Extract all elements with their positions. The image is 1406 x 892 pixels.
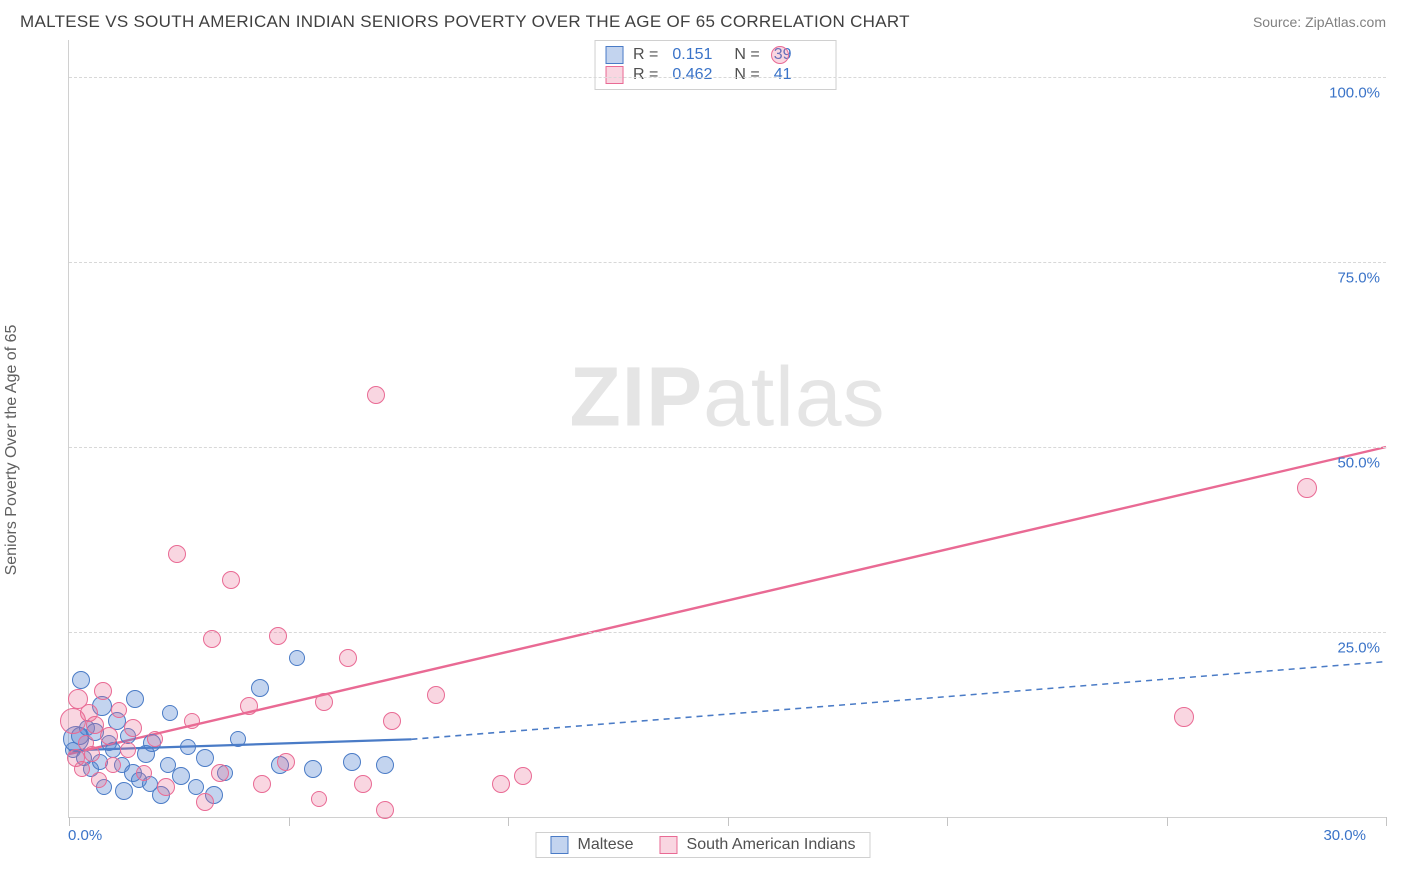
data-point	[251, 679, 269, 697]
gridline	[69, 447, 1386, 448]
x-axis-min-label: 0.0%	[68, 827, 102, 844]
data-point	[339, 649, 357, 667]
x-tick	[289, 817, 290, 826]
x-tick	[69, 817, 70, 826]
data-point	[126, 690, 144, 708]
x-tick	[508, 817, 509, 826]
data-point	[240, 697, 258, 715]
y-tick-label: 25.0%	[1337, 640, 1380, 657]
y-axis-label: Seniors Poverty Over the Age of 65	[3, 325, 21, 576]
data-point	[180, 739, 196, 755]
data-point	[105, 742, 121, 758]
data-point	[100, 727, 118, 745]
data-point	[1174, 707, 1194, 727]
data-point	[343, 753, 361, 771]
legend-item-maltese: Maltese	[550, 836, 633, 854]
legend-item-sai: South American Indians	[660, 836, 856, 854]
chart-header: MALTESE VS SOUTH AMERICAN INDIAN SENIORS…	[0, 0, 1406, 40]
legend-label: South American Indians	[687, 836, 856, 854]
data-point	[269, 627, 287, 645]
x-axis-max-label: 30.0%	[1323, 827, 1366, 844]
chart-area: Seniors Poverty Over the Age of 65 ZIPat…	[20, 40, 1386, 860]
plot-region: ZIPatlas R = 0.151 N = 39 R = 0.462 N = …	[68, 40, 1386, 818]
data-point	[84, 746, 100, 762]
data-point	[203, 630, 221, 648]
data-point	[172, 767, 190, 785]
data-point	[222, 571, 240, 589]
data-point	[383, 712, 401, 730]
data-point	[91, 772, 107, 788]
data-point	[771, 46, 789, 64]
data-point	[211, 764, 229, 782]
data-point	[136, 765, 152, 781]
swatch-icon	[660, 836, 678, 854]
data-point	[184, 713, 200, 729]
swatch-icon	[550, 836, 568, 854]
data-point	[162, 705, 178, 721]
data-point	[105, 757, 121, 773]
data-point	[253, 775, 271, 793]
data-point	[427, 686, 445, 704]
data-point	[304, 760, 322, 778]
data-point	[277, 753, 295, 771]
trendline-extrapolated	[411, 662, 1386, 740]
y-tick-label: 100.0%	[1329, 85, 1380, 102]
data-point	[157, 778, 175, 796]
x-tick	[1386, 817, 1387, 826]
data-point	[514, 767, 532, 785]
y-tick-label: 75.0%	[1337, 270, 1380, 287]
x-tick	[947, 817, 948, 826]
data-point	[230, 731, 246, 747]
data-point	[367, 386, 385, 404]
data-point	[147, 731, 163, 747]
chart-title: MALTESE VS SOUTH AMERICAN INDIAN SENIORS…	[20, 12, 910, 32]
trendlines-svg	[69, 40, 1386, 817]
gridline	[69, 262, 1386, 263]
data-point	[196, 749, 214, 767]
x-tick	[1167, 817, 1168, 826]
data-point	[120, 742, 136, 758]
data-point	[492, 775, 510, 793]
data-point	[168, 545, 186, 563]
data-point	[354, 775, 372, 793]
source-attribution: Source: ZipAtlas.com	[1253, 14, 1386, 30]
data-point	[196, 793, 214, 811]
data-point	[74, 761, 90, 777]
data-point	[1297, 478, 1317, 498]
data-point	[124, 719, 142, 737]
data-point	[115, 782, 133, 800]
legend-label: Maltese	[577, 836, 633, 854]
data-point	[111, 702, 127, 718]
data-point	[289, 650, 305, 666]
data-point	[376, 756, 394, 774]
data-point	[311, 791, 327, 807]
data-point	[376, 801, 394, 819]
x-tick	[728, 817, 729, 826]
data-point	[315, 693, 333, 711]
y-tick-label: 50.0%	[1337, 455, 1380, 472]
data-point	[94, 682, 112, 700]
gridline	[69, 77, 1386, 78]
data-point	[72, 671, 90, 689]
gridline	[69, 632, 1386, 633]
series-legend: Maltese South American Indians	[535, 832, 870, 858]
